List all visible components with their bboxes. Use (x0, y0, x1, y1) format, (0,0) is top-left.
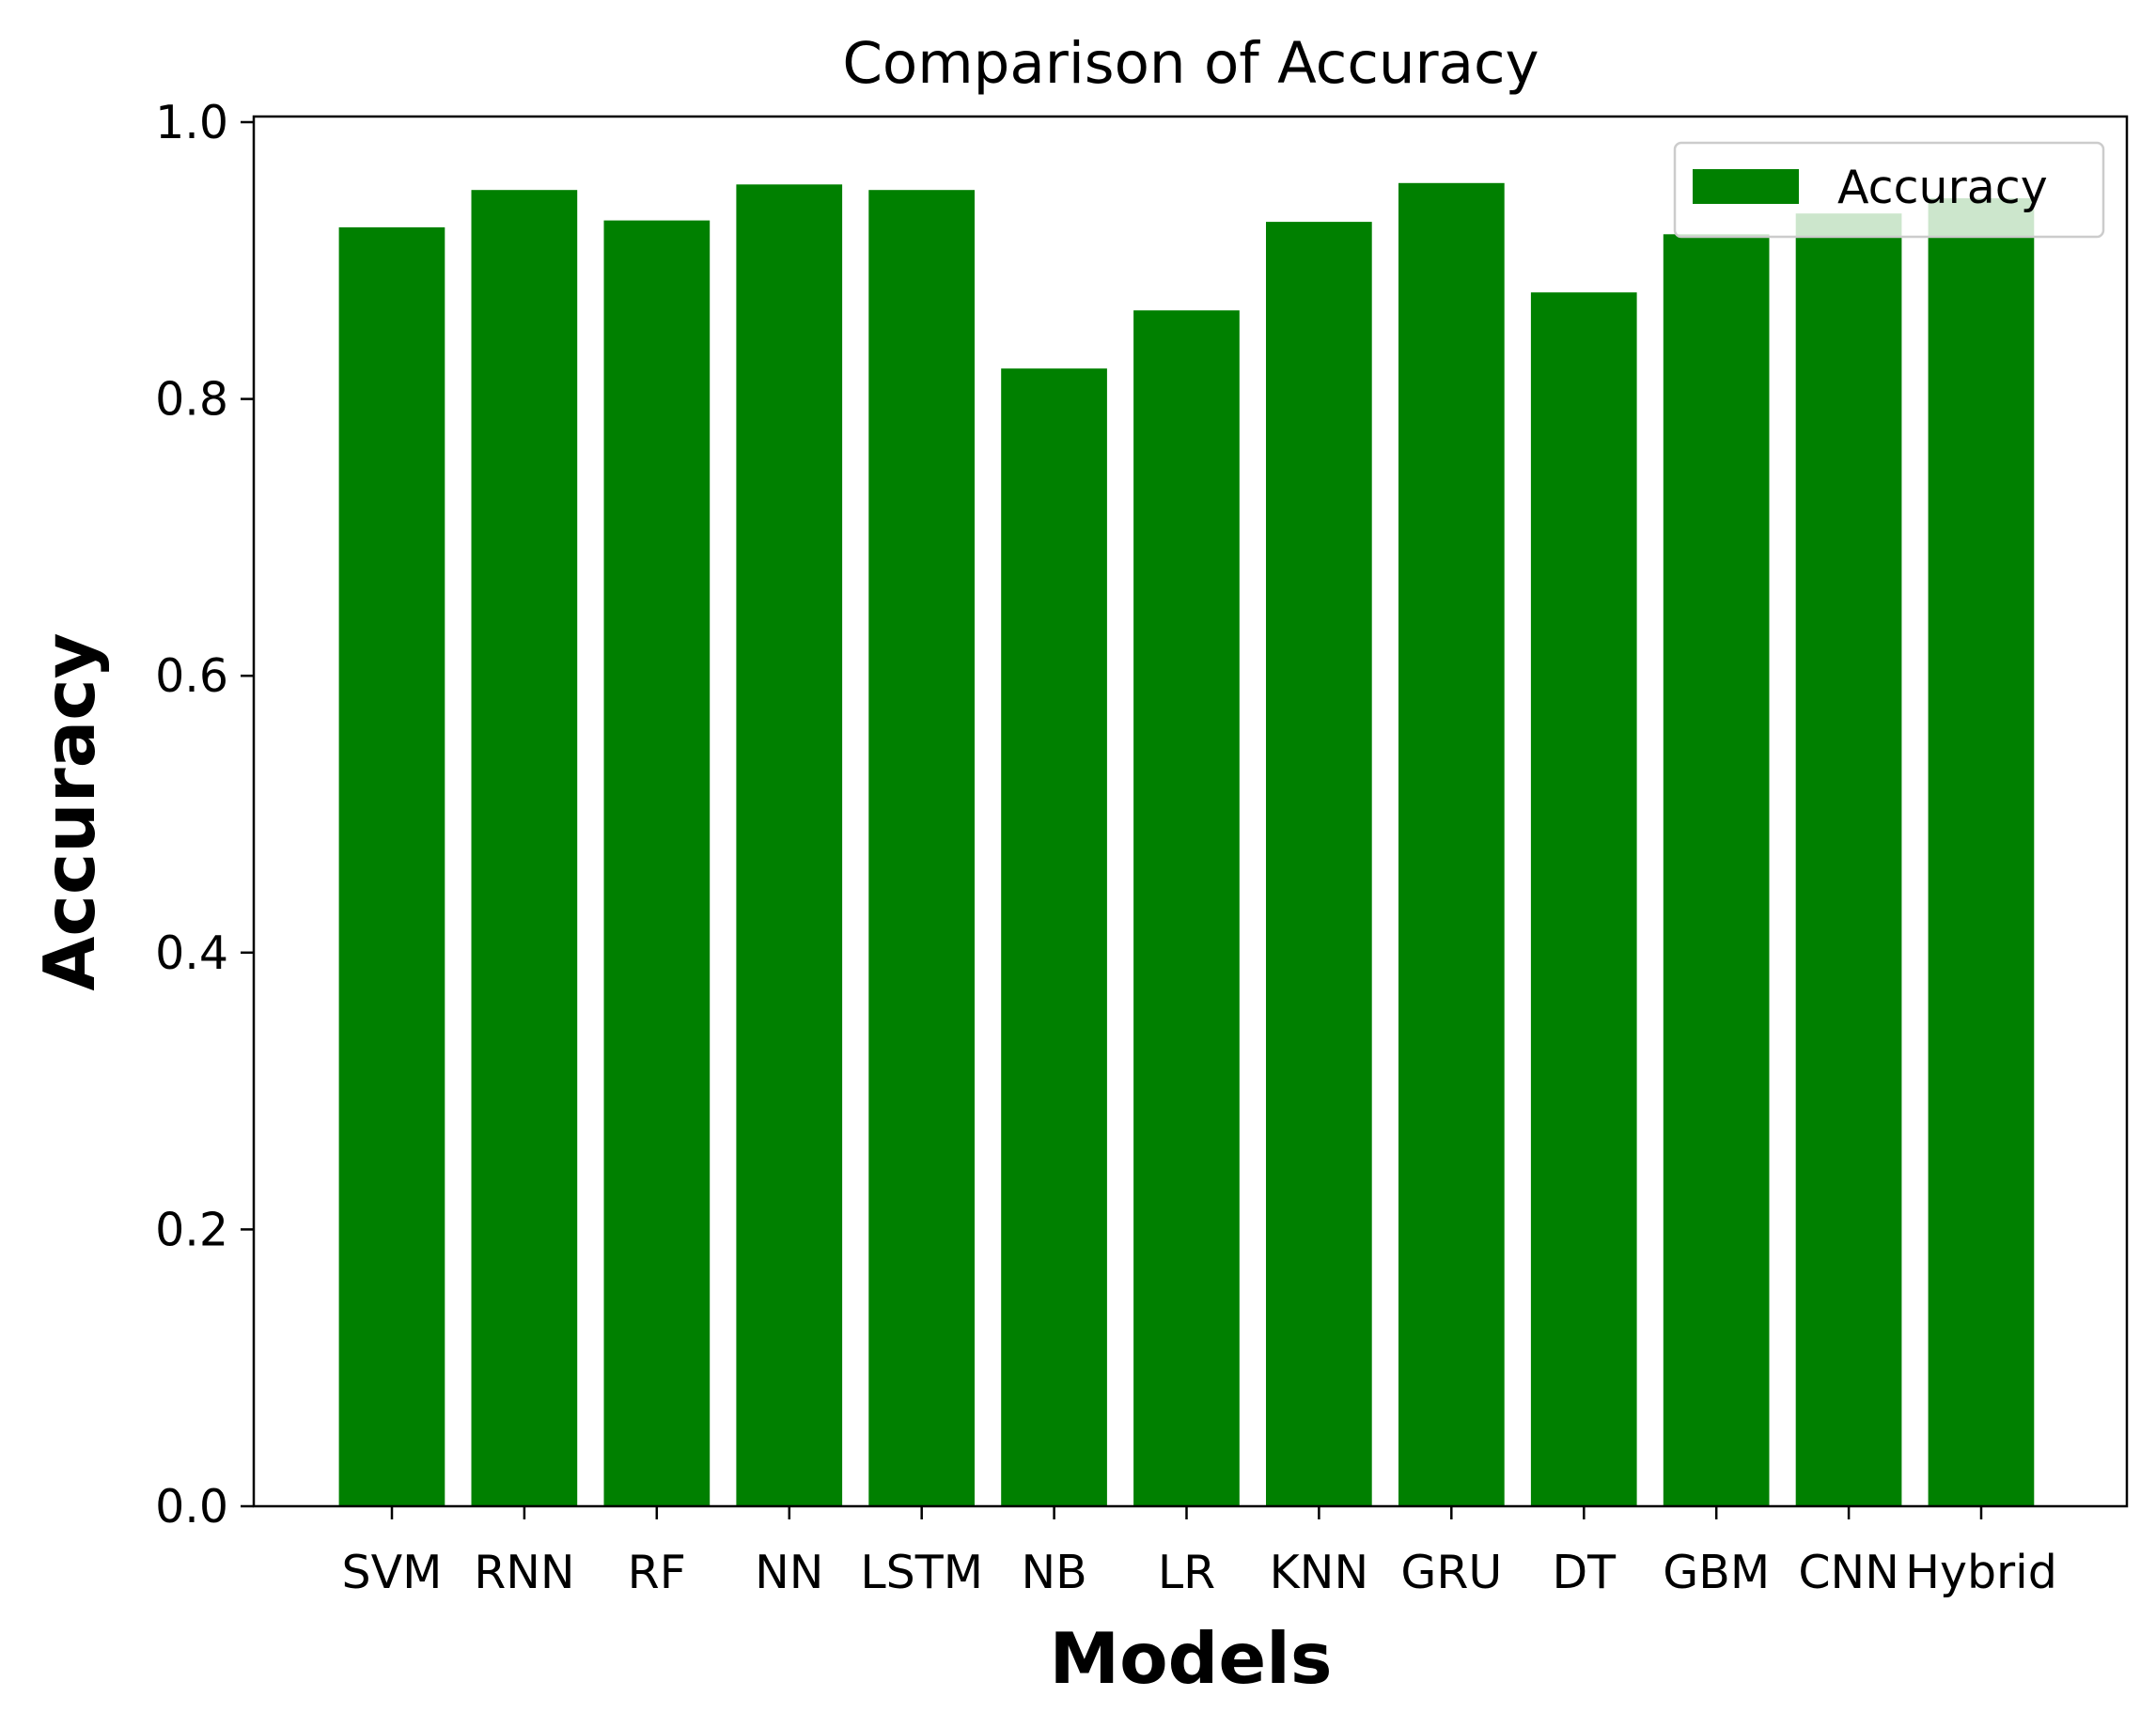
y-axis-label: Accuracy (28, 632, 111, 990)
x-tick-label: GBM (1663, 1546, 1770, 1599)
x-axis-label: Models (1049, 1617, 1332, 1700)
y-tick-label: 0.4 (155, 926, 228, 980)
legend-label: Accuracy (1837, 161, 2048, 214)
x-tick-label: GRU (1400, 1546, 1502, 1599)
x-tick-label: CNN (1798, 1546, 1899, 1599)
x-tick-label: NB (1021, 1546, 1086, 1599)
bar-nb (1001, 368, 1107, 1507)
x-tick-label: DT (1552, 1546, 1617, 1599)
bar-lr (1133, 310, 1240, 1506)
bar-gru (1398, 182, 1505, 1506)
bar-rf (603, 220, 711, 1507)
bar-lstm (868, 190, 975, 1507)
y-tick-label: 1.0 (155, 96, 228, 149)
x-tick-label: SVM (342, 1546, 443, 1599)
bar-hybrid (1928, 198, 2035, 1506)
x-tick-label: NN (755, 1546, 823, 1599)
x-axis: SVM RNN RF NN LSTM NB LR KNN GRU DT GBM CNN Hybrid (342, 1506, 2057, 1599)
x-tick-label: LR (1158, 1546, 1215, 1599)
legend: Accuracy (1673, 141, 2105, 239)
bars-group (338, 182, 2035, 1507)
bar-svm (338, 226, 445, 1506)
x-tick-label: LSTM (860, 1546, 983, 1599)
y-tick-label: 0.6 (155, 649, 228, 703)
x-tick-label: RNN (474, 1546, 574, 1599)
legend-swatch (1693, 169, 1799, 204)
legend-frame (1673, 141, 2105, 239)
y-axis: 0.0 0.2 0.4 0.6 0.8 1.0 (155, 96, 254, 1533)
y-tick-label: 0.0 (155, 1480, 228, 1533)
bar-dt (1530, 292, 1637, 1507)
chart-title: Comparison of Accuracy (842, 30, 1539, 97)
x-tick-label: KNN (1270, 1546, 1368, 1599)
y-tick-label: 0.8 (155, 373, 228, 427)
x-tick-label: Hybrid (1905, 1546, 2057, 1599)
plot-frame (252, 115, 2129, 1508)
bar-rnn (471, 190, 578, 1507)
bar-nn (736, 184, 843, 1506)
bar-gbm (1663, 234, 1770, 1506)
x-tick-label: RF (628, 1546, 686, 1599)
bar-cnn (1795, 213, 1902, 1507)
bar-knn (1266, 222, 1372, 1507)
y-tick-label: 0.2 (155, 1203, 228, 1256)
